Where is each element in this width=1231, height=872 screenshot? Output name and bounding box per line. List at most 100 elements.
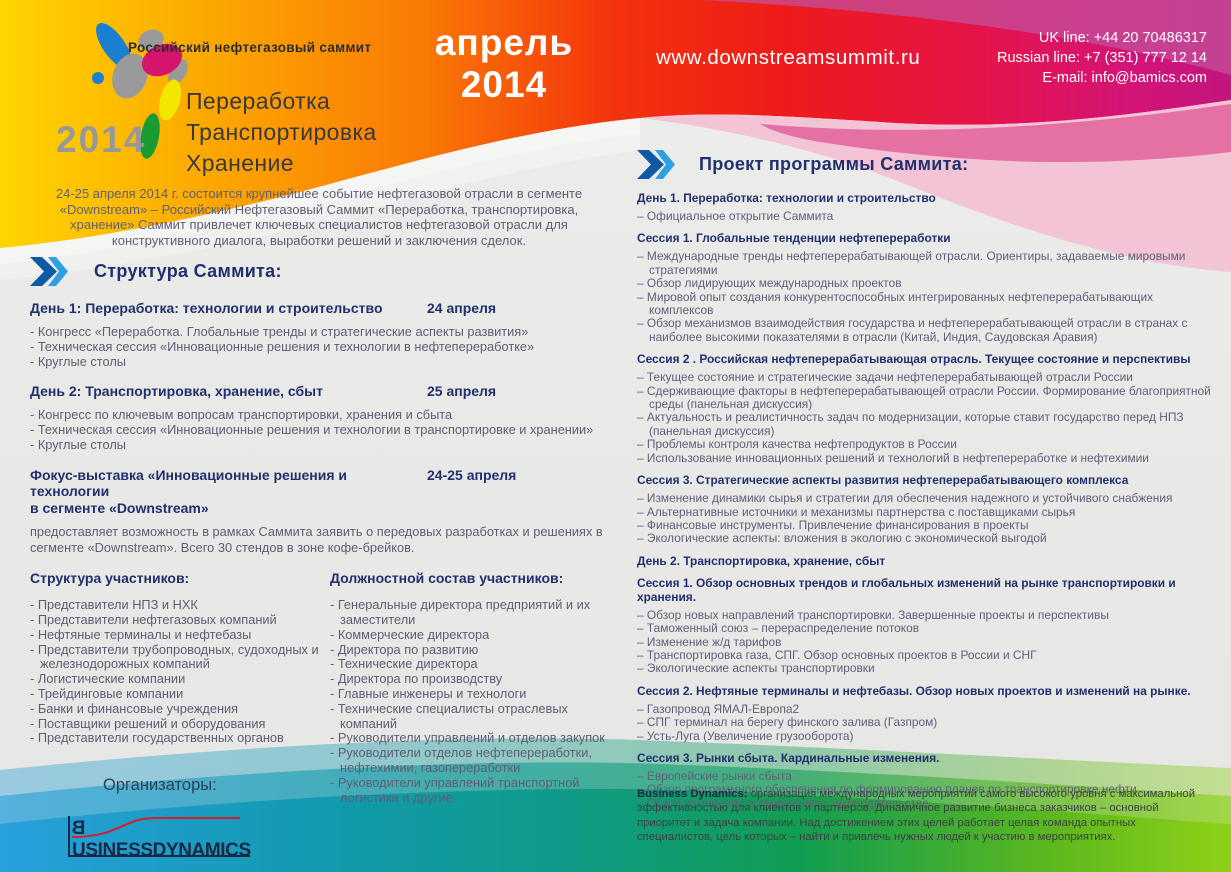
organizers-label: Организаторы: xyxy=(103,776,217,794)
program-bullet: – Обзор механизмов взаимодействия госуда… xyxy=(637,316,1188,344)
day2-date: 25 апреля xyxy=(427,383,497,400)
program-section-title: День 2. Транспортировка, хранение, сбыт xyxy=(637,553,886,568)
program-section-day1: День 1. Переработка: технологии и строит… xyxy=(637,191,1217,223)
program-bullet: – Изменение динамики сырья и стратегии д… xyxy=(637,491,1173,506)
program-bullet: – Мировой опыт создания конкурентоспособ… xyxy=(637,289,1154,318)
program-section-title: Сессия 3. Стратегические аспекты развити… xyxy=(637,473,1129,488)
participant-item: - Представители нефтегазовых компаний xyxy=(30,612,277,628)
program-bullet: – Международные тренды нефтеперерабатыва… xyxy=(637,249,1186,277)
program-bullet: – Проблемы контроля качества нефтепродук… xyxy=(637,437,957,452)
logo-tagline: Российский нефтегазовый саммит xyxy=(128,40,372,55)
positions-heading: Должностной состав участников: xyxy=(330,570,564,587)
program-section-bullets: – Изменение динамики сырья и стратегии д… xyxy=(637,491,1217,546)
program-bullet: – Европейские рынки сбыта xyxy=(637,768,792,783)
program-sections: День 1. Переработка: технологии и строит… xyxy=(637,191,1217,810)
expo-title: Фокус-выставка «Инновационные решения и … xyxy=(30,467,420,517)
expo-date: 24-25 апреля xyxy=(427,466,517,483)
program-bullet: – Экологические аспекты: вложения в экол… xyxy=(637,531,1047,546)
program-bullet: – СПГ терминал на берегу финского залива… xyxy=(637,715,938,730)
intro-paragraph: 24-25 апреля 2014 г. состоится крупнейше… xyxy=(55,186,583,248)
program-bullet: – Сдерживающие факторы в нефтеперерабаты… xyxy=(637,383,1211,412)
program-section-bullets: – Европейские рынки сбыта – Обзор програм… xyxy=(637,768,1217,810)
expo-row: Фокус-выставка «Инновационные решения и … xyxy=(30,467,608,517)
logo-gray-blob xyxy=(112,53,148,99)
summit-title-line2: Транспортировка xyxy=(186,119,377,145)
program-section-d2s3: Сессия 3. Рынки сбыта. Кардинальные изме… xyxy=(637,751,1217,810)
program-bullet: – Транспортировка газа, СПГ. Обзор основ… xyxy=(637,647,1037,662)
day1-item: - Техническая сессия «Инновационные реше… xyxy=(30,338,535,354)
logo-blue-dot xyxy=(92,72,104,84)
summit-title: Переработка Транспортировка Хранение xyxy=(186,86,377,179)
program-section-bullets: – Обзор новых направлений транспортировк… xyxy=(637,607,1217,676)
position-item: - Технические специалисты отраслевых ком… xyxy=(330,700,568,731)
logo-blue-petal xyxy=(96,23,132,69)
program-bullet: – Экологические аспекты транспортировки xyxy=(637,661,875,676)
top-band-light-arc xyxy=(700,0,1231,75)
program-section-d2s2: Сессия 2. Нефтяные терминалы и нефтебазы… xyxy=(637,684,1217,743)
position-item: - Руководители отделов нефтепереработки,… xyxy=(330,745,592,776)
website-url: www.downstreamsummit.ru xyxy=(656,46,921,69)
program-section-title: Сессия 2. Нефтяные терминалы и нефтебазы… xyxy=(637,683,1191,698)
participant-item: - Представители государственных органов xyxy=(30,730,284,746)
program-bullet: – Газопровод ЯМАЛ-Европа2 xyxy=(637,701,800,716)
program-section-s2: Сессия 2 . Российская нефтеперерабатываю… xyxy=(637,352,1217,465)
left-page: 24-25 апреля 2014 г. состоится крупнейше… xyxy=(30,186,608,805)
double-chevron-icon xyxy=(637,150,675,179)
day2-item: - Круглые столы xyxy=(30,437,126,453)
bd-footer-brand: Business Dynamics: xyxy=(637,788,748,800)
bd-logo-usiness: USINESS xyxy=(72,840,153,861)
bd-logo-dynamics: DYNAMICS xyxy=(152,840,252,861)
position-item: - Технические директора xyxy=(330,656,478,672)
position-item: - Директора по развитию xyxy=(330,641,479,657)
participants-column: Структура участников: - Представители НП… xyxy=(30,570,330,805)
summit-logo: 2014 xyxy=(56,23,188,160)
day1-item: - Конгресс «Переработка. Глобальные трен… xyxy=(30,323,529,339)
day1-date: 24 апреля xyxy=(427,300,497,316)
contact-line: E-mail: info@bamics.com xyxy=(1042,70,1207,86)
program-bullet: – Официальное открытие Саммита xyxy=(637,209,834,223)
date-badge: апрель 2014 xyxy=(434,22,574,105)
participant-item: - Нефтяные терминалы и нефтебазы xyxy=(30,626,252,642)
position-item: - Главные инженеры и технологи xyxy=(330,686,527,702)
top-band-main xyxy=(0,0,1231,248)
expo-title-line2: в сегменте «Downstream» xyxy=(30,499,209,516)
day2-items: - Конгресс по ключевым вопросам транспор… xyxy=(30,407,608,453)
logo-magenta-petal xyxy=(141,43,183,77)
bd-logo-letter-b: B xyxy=(72,818,86,839)
expo-title-line1: Фокус-выставка «Инновационные решения и … xyxy=(30,466,348,500)
day2-row: День 2: Транспортировка, хранение, сбыт … xyxy=(30,383,608,400)
contact-line: UK line: +44 20 70486317 xyxy=(1038,30,1207,46)
program-section-bullets: – Официальное открытие Саммита xyxy=(637,209,1217,223)
program-section-bullets: – Газопровод ЯМАЛ-Европа2– СПГ терминал … xyxy=(637,701,1217,743)
program-bullet: – Использование инновационных решений и … xyxy=(637,450,1149,465)
program-bullet: – Изменение ж/д тарифов xyxy=(637,634,782,649)
program-bullet: – Обзор новых направлений транспортировк… xyxy=(637,607,1109,622)
program-section-day2: День 2. Транспортировка, хранение, сбыт xyxy=(637,554,1217,568)
position-item: - Коммерческие директора xyxy=(330,626,490,642)
participants-list: - Представители НПЗ и НХК - Представители… xyxy=(30,597,330,746)
top-band-white-swoosh-2 xyxy=(0,134,640,280)
program-section-bullets: – Международные тренды нефтеперерабатыва… xyxy=(637,250,1217,344)
position-item: - Директора по производству xyxy=(330,671,503,687)
participant-item: - Представители трубопроводных, судоходн… xyxy=(30,641,319,672)
contact-block: UK line: +44 20 70486317 Russian line: +7… xyxy=(997,28,1207,88)
logo-yellow-petal xyxy=(158,79,182,121)
program-heading-row: Проект программы Саммита: xyxy=(637,150,1217,179)
participant-item: - Логистические компании xyxy=(30,671,186,687)
position-item: - Руководители управлений транспортной л… xyxy=(330,774,580,805)
participants-heading: Структура участников: xyxy=(30,570,190,587)
business-dynamics-logo: BUSINESSDYNAMICS xyxy=(68,816,251,861)
day2-item: - Техническая сессия «Инновационные реше… xyxy=(30,422,594,438)
program-bullet: – Обзор лидирующих международных проекто… xyxy=(637,276,902,291)
day2-item: - Конгресс по ключевым вопросам транспор… xyxy=(30,406,453,422)
program-section-d2s1: Сессия 1. Обзор основных трендов и глоба… xyxy=(637,576,1217,676)
top-band-pink-arc xyxy=(760,104,1231,163)
structure-heading-row: Структура Саммита: xyxy=(30,257,608,286)
program-bullet: – Актуальность и реалистичность задач по… xyxy=(637,410,1184,438)
top-gradient-band xyxy=(0,0,1231,280)
positions-column: Должностной состав участников: - Генерал… xyxy=(330,570,608,805)
top-band-white-swoosh xyxy=(0,118,640,264)
day1-item: - Круглые столы xyxy=(30,354,126,370)
expo-description: предоставляет возможность в рамках Самми… xyxy=(30,524,603,555)
